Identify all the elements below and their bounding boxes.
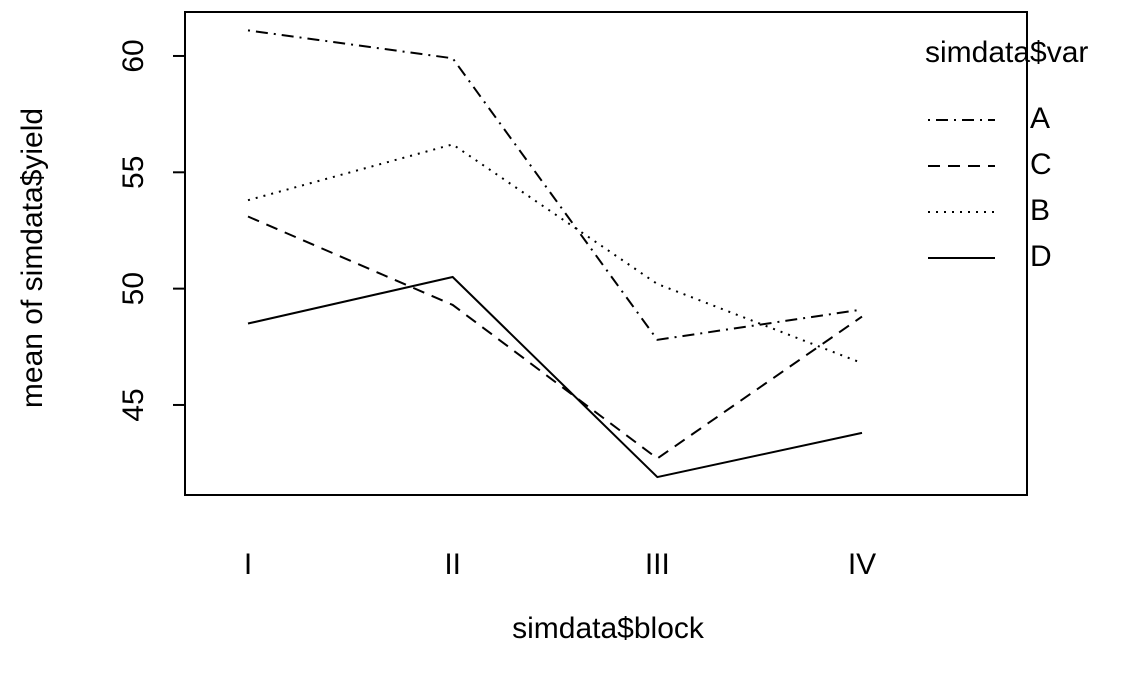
x-tick-label: III	[645, 548, 670, 581]
legend-label: C	[1030, 148, 1052, 181]
plot-box	[184, 11, 1028, 496]
legend-label: B	[1030, 194, 1050, 227]
x-tick-label: I	[244, 548, 252, 581]
y-tick-label: 55	[117, 156, 150, 189]
legend-label: D	[1030, 240, 1052, 273]
series-line	[247, 275, 863, 479]
y-tick-label: 50	[117, 272, 150, 305]
y-axis-label: mean of simdata$yield	[16, 108, 49, 408]
series-line	[247, 215, 863, 460]
x-axis-label: simdata$block	[512, 612, 705, 645]
x-tick-label: IV	[848, 548, 876, 581]
series-line	[247, 29, 863, 341]
x-tick-label: II	[444, 548, 461, 581]
series-line	[247, 143, 863, 365]
y-tick-label: 60	[117, 39, 150, 72]
legend-label: A	[1030, 102, 1050, 135]
legend-title: simdata$var	[925, 36, 1088, 69]
y-tick-label: 45	[117, 388, 150, 421]
